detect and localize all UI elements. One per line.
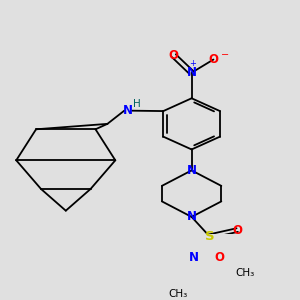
Text: N: N bbox=[187, 164, 196, 177]
Text: O: O bbox=[214, 251, 224, 265]
Text: H: H bbox=[133, 99, 141, 109]
Text: O: O bbox=[208, 53, 218, 66]
Text: N: N bbox=[189, 251, 199, 265]
Text: N: N bbox=[187, 66, 196, 79]
Text: S: S bbox=[205, 230, 214, 243]
Text: +: + bbox=[189, 59, 196, 68]
Text: N: N bbox=[123, 104, 133, 117]
Text: CH₃: CH₃ bbox=[235, 268, 254, 278]
Text: CH₃: CH₃ bbox=[168, 289, 188, 299]
Text: −: − bbox=[221, 50, 230, 60]
Text: N: N bbox=[187, 210, 196, 224]
Text: O: O bbox=[169, 49, 179, 62]
Text: O: O bbox=[232, 224, 242, 237]
